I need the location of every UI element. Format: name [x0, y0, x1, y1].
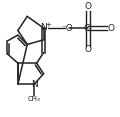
Text: +: +	[45, 22, 51, 28]
Text: Cl: Cl	[84, 24, 93, 33]
Text: ⁻O: ⁻O	[61, 24, 73, 33]
Text: O: O	[107, 24, 114, 33]
Text: N: N	[31, 80, 38, 89]
Text: CH₃: CH₃	[28, 96, 41, 102]
Text: O: O	[85, 45, 92, 54]
Text: O: O	[85, 2, 92, 11]
Text: N: N	[40, 23, 47, 32]
